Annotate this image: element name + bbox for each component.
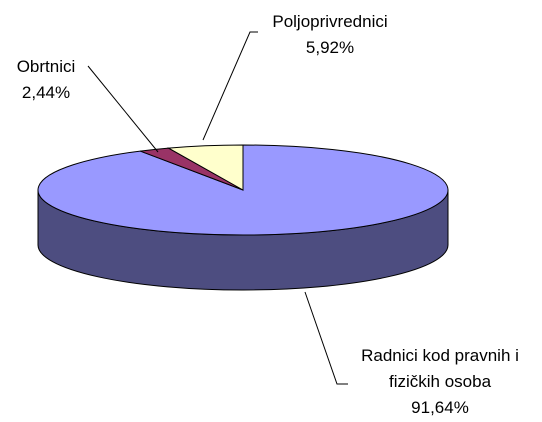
- slice-label: Obrtnici 2,44%: [0, 54, 92, 106]
- leader-line: [87, 65, 159, 153]
- pie-slice: [166, 144, 244, 191]
- leader-line: [304, 291, 348, 385]
- category-label: Radnici kod pravnih i fizičkih osoba: [361, 346, 519, 391]
- leader-lines: [87, 31, 348, 385]
- value-label: 5,92%: [305, 38, 355, 57]
- leader-line: [202, 31, 258, 141]
- value-label: 2,44%: [21, 83, 71, 102]
- pie-tops: [37, 144, 449, 236]
- category-label: Obrtnici: [16, 57, 76, 76]
- slice-label: Radnici kod pravnih i fizičkih osoba 91,…: [352, 343, 528, 421]
- slice-label: Poljoprivrednici 5,92%: [250, 9, 410, 61]
- category-label: Poljoprivrednici: [272, 12, 388, 31]
- value-label: 91,64%: [411, 398, 469, 417]
